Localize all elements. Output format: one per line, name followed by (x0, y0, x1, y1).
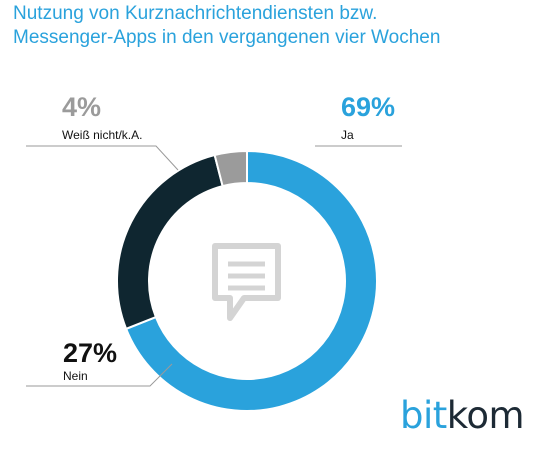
donut-slice-0 (124, 149, 378, 412)
chart-title-line-1: Nutzung von Kurznachrichtendiensten bzw. (13, 3, 378, 24)
chart-title: Nutzung von Kurznachrichtendiensten bzw.… (13, 2, 543, 50)
donut-slice-2 (213, 149, 248, 188)
leader-line-nein (26, 363, 173, 387)
slice-label-unknown: Weiß nicht/k.A. (62, 128, 142, 142)
speech-bubble-icon (212, 243, 281, 321)
slice-label-nein: Nein (63, 369, 88, 383)
donut-slices (116, 149, 378, 412)
logo-part-kom: kom (446, 394, 525, 437)
chart-title-line-2: Messenger-Apps in den vergangenen vier W… (13, 27, 441, 48)
bitkom-logo: bitkom (400, 394, 525, 437)
donut-slice-1 (116, 153, 224, 331)
leader-line-unknown (26, 145, 179, 171)
slice-value-unknown: 4% (62, 92, 101, 122)
slice-label-ja: Ja (341, 128, 354, 142)
slice-value-nein: 27% (63, 338, 117, 368)
logo-part-bit: bit (400, 394, 447, 437)
slice-value-ja: 69% (341, 92, 395, 122)
